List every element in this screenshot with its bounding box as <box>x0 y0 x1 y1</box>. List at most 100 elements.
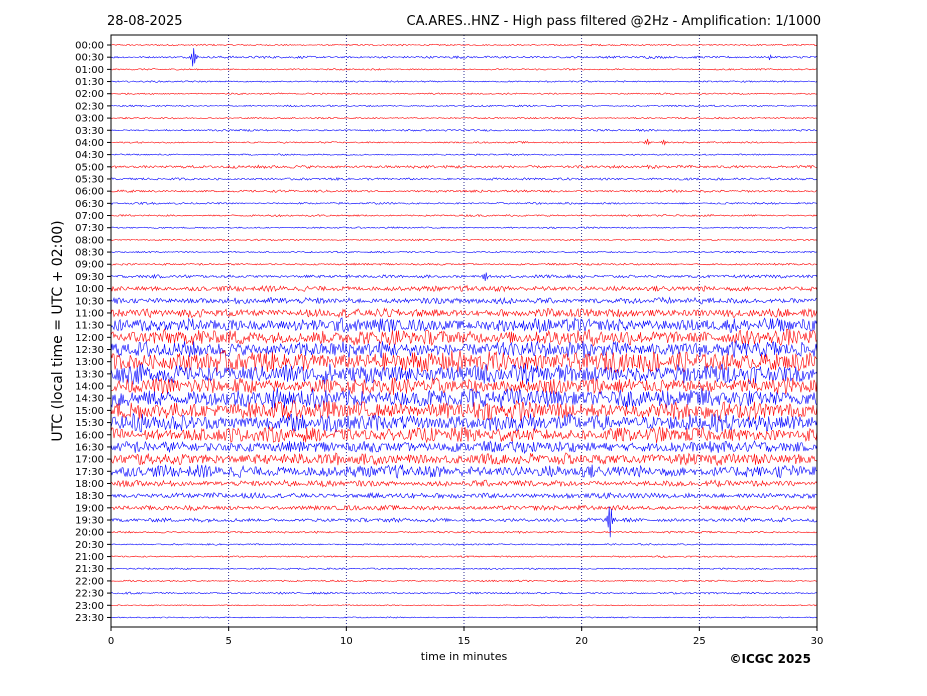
y-tick-label: 11:00 <box>75 308 104 319</box>
y-tick-label: 13:00 <box>75 357 104 368</box>
trace-2200 <box>110 579 817 583</box>
trace-1000 <box>110 284 818 293</box>
y-tick-label: 05:00 <box>75 162 104 173</box>
trace-1100 <box>110 307 818 319</box>
y-tick-label: 21:30 <box>75 564 104 575</box>
trace-1700 <box>110 452 818 467</box>
y-tick-label: 14:30 <box>75 394 104 405</box>
trace-2130 <box>110 567 818 571</box>
y-tick-label: 20:30 <box>75 540 104 551</box>
trace-1300 <box>110 349 818 374</box>
y-tick-label: 04:30 <box>75 150 104 161</box>
x-tick-label: 10 <box>340 636 353 647</box>
trace-0230 <box>110 104 818 108</box>
trace-1200 <box>110 328 818 347</box>
y-tick-label: 21:00 <box>75 552 104 563</box>
y-tick-label: 09:30 <box>75 272 104 283</box>
y-tick-label: 17:00 <box>75 455 104 466</box>
trace-0600 <box>110 189 818 193</box>
y-tick-label: 00:00 <box>75 41 104 52</box>
x-axis: 0 5 10 15 20 25 30 <box>108 627 824 647</box>
y-tick-label: 07:30 <box>75 223 104 234</box>
y-tick-label: 17:30 <box>75 467 104 478</box>
y-tick-label: 15:30 <box>75 418 104 429</box>
trace-1630 <box>110 439 818 454</box>
y-tick-label: 00:30 <box>75 53 104 64</box>
x-tick-label: 20 <box>575 636 588 647</box>
trace-2230 <box>110 591 818 595</box>
y-tick-label: 04:00 <box>75 138 104 149</box>
trace-2300 <box>110 604 817 607</box>
x-tick-label: 5 <box>225 636 231 647</box>
trace-1430 <box>110 387 818 409</box>
x-axis-label: time in minutes <box>421 650 508 663</box>
trace-1130 <box>110 316 818 334</box>
y-tick-label: 12:30 <box>75 345 104 356</box>
trace-2030 <box>110 543 818 546</box>
chart-title: CA.ARES..HNZ - High pass filtered @2Hz -… <box>407 14 821 29</box>
trace-0800 <box>110 238 818 242</box>
y-tick-label: 06:30 <box>75 199 104 210</box>
y-tick-label: 07:00 <box>75 211 104 222</box>
trace-0700 <box>110 214 818 218</box>
y-tick-label: 12:00 <box>75 333 104 344</box>
trace-0530 <box>110 176 818 181</box>
plot-frame <box>110 34 818 628</box>
trace-1830 <box>110 491 818 500</box>
y-tick-label: 02:00 <box>75 89 104 100</box>
y-tick-label: 09:00 <box>75 260 104 271</box>
y-tick-label: 14:00 <box>75 382 104 393</box>
y-axis-label: UTC (local time = UTC + 02:00) <box>50 220 66 441</box>
trace-1800 <box>110 479 818 488</box>
trace-1530 <box>110 412 818 433</box>
trace-0430 <box>110 153 818 156</box>
trace-0030 <box>110 48 818 67</box>
y-tick-label: 03:00 <box>75 114 104 125</box>
y-tick-label: 15:00 <box>75 406 104 417</box>
trace-0500 <box>110 164 818 170</box>
trace-1900 <box>110 504 818 512</box>
y-tick-label: 18:00 <box>75 479 104 490</box>
x-tick-label: 25 <box>693 636 706 647</box>
y-tick-label: 08:00 <box>75 235 104 246</box>
trace-0100 <box>110 68 818 71</box>
vertical-grid <box>228 35 700 627</box>
y-tick-label: 19:00 <box>75 503 104 514</box>
trace-0630 <box>110 201 818 206</box>
y-tick-label: 23:30 <box>75 613 104 624</box>
y-tick-label: 18:30 <box>75 491 104 502</box>
y-tick-label: 11:30 <box>75 321 104 332</box>
y-tick-label: 16:00 <box>75 430 104 441</box>
trace-2330 <box>110 616 818 619</box>
y-tick-label: 22:00 <box>75 576 104 587</box>
trace-0930 <box>110 272 818 282</box>
trace-0830 <box>110 250 818 254</box>
trace-0900 <box>110 262 818 266</box>
y-tick-label: 01:00 <box>75 65 104 76</box>
y-tick-label: 10:30 <box>75 296 104 307</box>
y-tick-label: 01:30 <box>75 77 104 88</box>
date-label: 28-08-2025 <box>107 14 183 29</box>
y-tick-label: 08:30 <box>75 248 104 259</box>
y-tick-label: 10:00 <box>75 284 104 295</box>
x-tick-label: 30 <box>811 636 824 647</box>
trace-1330 <box>110 363 818 385</box>
y-tick-label: 02:30 <box>75 101 104 112</box>
y-tick-label: 22:30 <box>75 589 104 600</box>
trace-0200 <box>110 92 818 95</box>
trace-1600 <box>110 426 818 444</box>
trace-0000 <box>110 43 818 47</box>
trace-0730 <box>110 226 818 229</box>
y-tick-label: 03:30 <box>75 126 104 137</box>
trace-group <box>110 43 818 619</box>
trace-0330 <box>110 128 818 132</box>
trace-0300 <box>110 116 818 120</box>
trace-0130 <box>111 80 818 83</box>
y-tick-label: 20:00 <box>75 528 104 539</box>
trace-2000 <box>110 530 818 534</box>
trace-1500 <box>110 399 818 421</box>
y-tick-label: 23:00 <box>75 601 104 612</box>
y-tick-label: 19:30 <box>75 516 104 527</box>
